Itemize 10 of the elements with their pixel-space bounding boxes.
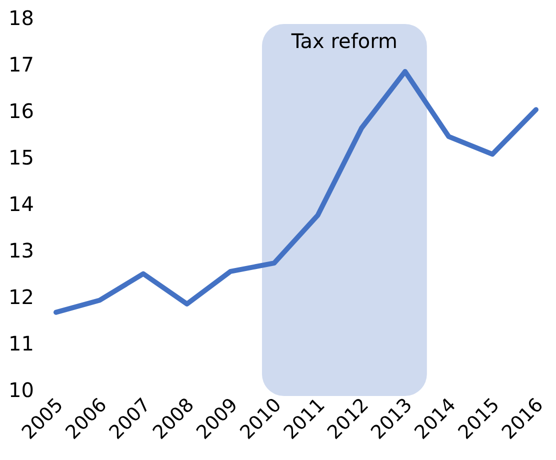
y-tick-label: 15	[8, 146, 34, 170]
y-tick-label: 11	[8, 332, 34, 356]
y-tick-label: 13	[8, 238, 34, 262]
y-tick-label: 17	[8, 52, 34, 76]
y-tick-label: 18	[8, 6, 34, 30]
band-label: Tax reform	[290, 29, 398, 53]
y-tick-label: 12	[8, 285, 34, 309]
y-tick-label: 14	[8, 192, 34, 216]
y-tick-label: 10	[8, 378, 34, 402]
y-tick-label: 16	[8, 99, 34, 123]
